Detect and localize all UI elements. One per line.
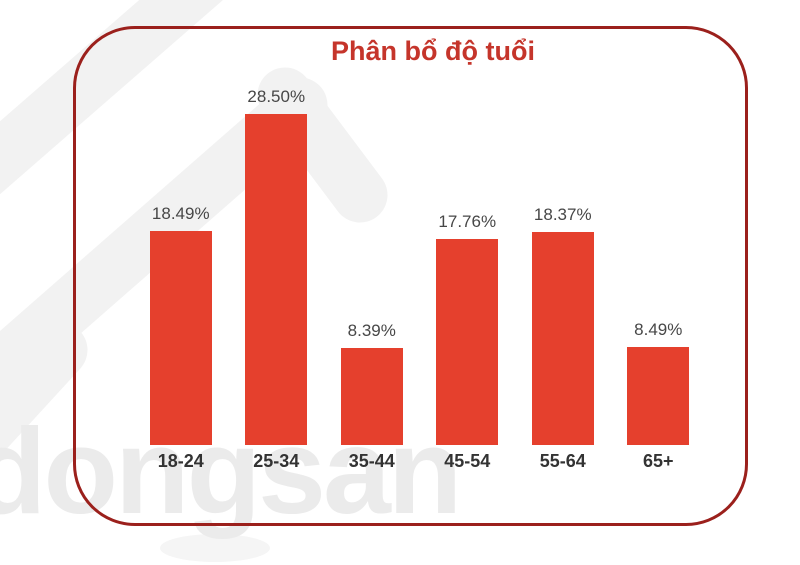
bar-value-label: 17.76% — [438, 212, 497, 231]
bar — [149, 231, 212, 445]
bar-value-label: 8.39% — [347, 321, 396, 340]
bar-column: 28.50% — [229, 78, 325, 445]
x-axis-label: 25-34 — [253, 451, 300, 471]
bar — [627, 347, 690, 445]
bar-value-label: 18.49% — [151, 204, 210, 223]
x-axis-label: 55-64 — [539, 451, 586, 471]
bar-value-label: 18.37% — [533, 205, 592, 224]
x-axis-label: 35-44 — [348, 451, 395, 471]
bar-column: 8.49% — [611, 78, 707, 445]
bar — [245, 114, 308, 445]
bar — [436, 239, 499, 445]
x-axis-label: 45-54 — [444, 451, 491, 471]
bar-value-label: 8.49% — [634, 320, 683, 339]
x-axis-label: 18-24 — [157, 451, 204, 471]
chart-title: Phân bổ độ tuổi — [331, 36, 535, 66]
bar-column: 18.37% — [515, 78, 611, 445]
bar-chart-plot-area: 18.49% 28.50% 8.39% 17.76% 18.37% 8.49% — [133, 78, 706, 445]
x-axis-label: 65+ — [642, 451, 674, 471]
bar-column: 17.76% — [420, 78, 516, 445]
x-axis: 18-24 25-34 35-44 45-54 55-64 65+ — [133, 451, 706, 472]
bar — [531, 232, 594, 445]
bar — [340, 348, 403, 445]
bar-column: 18.49% — [133, 78, 229, 445]
bar-value-label: 28.50% — [247, 87, 306, 106]
bar-column: 8.39% — [324, 78, 420, 445]
